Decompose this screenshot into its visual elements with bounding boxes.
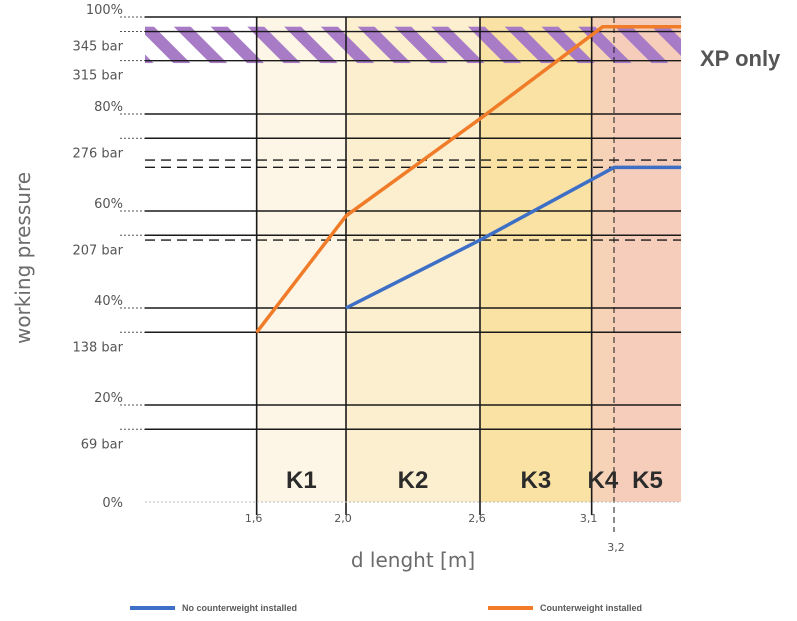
zone-label-k5: K5 — [632, 467, 663, 494]
vertical-lines-layer — [145, 17, 681, 532]
zone-k3 — [480, 17, 592, 502]
zone-label-k2: K2 — [398, 467, 429, 494]
zone-label-k1: K1 — [286, 467, 317, 494]
series-point — [345, 215, 347, 217]
x-tick-label: 3,1 — [580, 512, 598, 525]
series-point — [479, 239, 481, 241]
y-axis-title: working pressure — [11, 172, 35, 344]
y-tick-label-percent: 80% — [94, 100, 123, 115]
x-axis-title: d lenght [m] — [351, 548, 475, 572]
y-tick-label-bar: 207 bar — [72, 243, 123, 258]
series-point — [680, 26, 682, 28]
labels-layer: 0% 20% 40% 60% 80% 100% 69 bar 138 bar 207 bar 27… — [11, 3, 781, 613]
y-tick-label-percent: 100% — [86, 3, 123, 18]
zone-k2 — [346, 17, 480, 502]
series-point — [602, 26, 604, 28]
y-tick-label-bar: 69 bar — [81, 437, 124, 452]
y-tick-label-bar: 315 bar — [72, 69, 123, 84]
legend-label: No counterweight installed — [182, 603, 297, 613]
y-tick-label-bar: 345 bar — [72, 40, 123, 55]
series-point — [479, 118, 481, 120]
series-point — [680, 166, 682, 168]
legend-label: Counterweight installed — [540, 603, 642, 613]
y-tick-label-percent: 0% — [102, 496, 123, 511]
series-line — [345, 165, 681, 310]
series-point — [613, 166, 615, 168]
y-tick-label-bar: 276 bar — [72, 146, 123, 161]
series-point — [256, 331, 258, 333]
y-tick-label-bar: 138 bar — [72, 340, 123, 355]
y-tick-label-percent: 60% — [94, 197, 123, 212]
zones-layer — [256, 17, 681, 502]
x-tick-label: 2,0 — [334, 512, 352, 525]
x-tick-label: 3,2 — [607, 541, 625, 554]
y-tick-label-percent: 20% — [94, 391, 123, 406]
zone-k1 — [256, 17, 346, 502]
x-tick-label: 1,6 — [245, 512, 263, 525]
y-tick-label-percent: 40% — [94, 294, 123, 309]
series-point — [345, 307, 347, 309]
zone-k5 — [614, 17, 681, 502]
zone-label-k3: K3 — [520, 467, 551, 494]
series-layer — [255, 24, 682, 334]
xp-only-label: XP only — [700, 46, 781, 71]
zone-label-k4: K4 — [587, 467, 618, 494]
x-tick-label: 2,6 — [468, 512, 486, 525]
